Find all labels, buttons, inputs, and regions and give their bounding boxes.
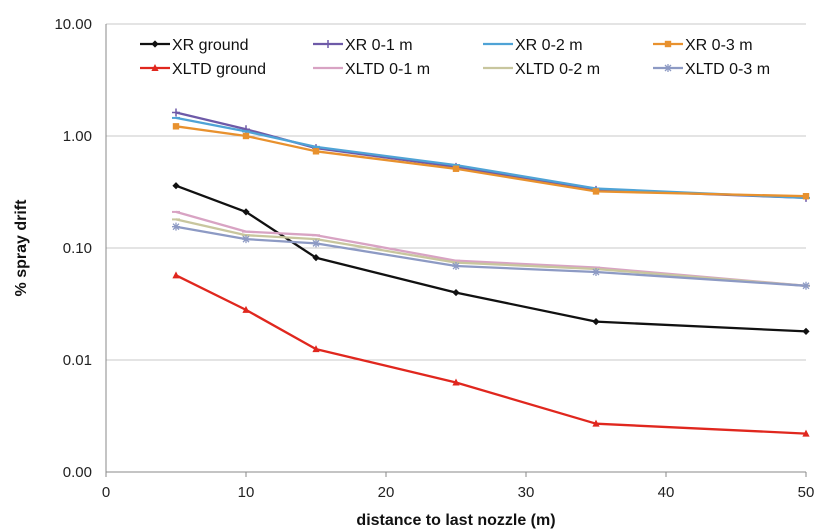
data-point [592,318,600,326]
series-line [175,125,807,198]
data-point [802,327,810,336]
x-tick-label: 10 [238,484,255,501]
y-tick-label: 10.00 [54,16,92,33]
data-point [172,108,180,117]
x-tick-label: 20 [378,484,395,501]
data-point [172,123,180,130]
data-point [172,222,180,231]
data-point [312,254,320,262]
data-point [242,208,250,216]
series-xr-0-2-m [172,116,810,200]
legend-item: XR 0-3 m [653,37,753,54]
series-xltd-0-2-m [172,218,810,287]
data-point [452,262,460,271]
series-line [175,225,807,287]
data-point [172,271,180,279]
series-xr-0-3-m [172,123,810,200]
series-line [175,210,807,287]
data-point [452,288,460,297]
data-point [312,345,320,353]
series-line [175,218,807,287]
legend-item: XLTD ground [140,61,266,78]
legend-label: XLTD 0-2 m [515,61,600,78]
data-point [452,378,460,386]
data-point [312,239,320,248]
series-xltd-0-3-m [172,222,810,290]
series-line [175,116,807,200]
legend-swatch-marker [324,40,332,48]
y-tick-label: 0.00 [63,464,92,481]
data-point [452,165,460,172]
x-tick-label: 0 [102,484,110,501]
y-tick-label: 1.00 [63,128,92,145]
data-point [242,305,250,313]
data-point [172,182,180,190]
series-xr-0-1-m [172,108,810,202]
legend-label: XR ground [172,37,249,54]
series-xr-ground [172,182,810,336]
plot-area: 0.00 0.01 0.10 1.00 10.00 0 10 20 30 40 50 XR groun… [54,16,814,501]
x-tick-label: 30 [518,484,535,501]
x-axis-title: distance to last nozzle (m) [356,512,555,529]
series-line [175,274,807,435]
series-line [175,184,807,333]
series-xltd-ground [172,271,810,437]
data-point [242,132,250,140]
legend-item: XLTD 0-1 m [313,61,430,78]
data-point [592,268,600,277]
data-point [802,429,810,437]
legend-item: XR ground [140,37,249,54]
series-line [175,111,807,200]
y-tick-label: 0.10 [63,240,92,257]
data-point [592,419,600,427]
series-xltd-0-1-m [172,210,810,287]
y-axis-title: % spray drift [13,199,30,297]
legend-label: XLTD ground [172,61,266,78]
legend-label: XR 0-1 m [345,37,413,54]
legend-label: XR 0-2 m [515,37,583,54]
data-point [312,148,320,155]
legend-label: XLTD 0-1 m [345,61,430,78]
legend-item: XLTD 0-3 m [653,61,770,78]
legend-item: XR 0-2 m [483,37,583,54]
data-point [802,281,810,290]
legend-item: XLTD 0-2 m [483,61,600,78]
legend-swatch-marker [151,40,159,48]
legend-label: XR 0-3 m [685,37,753,54]
data-point [802,193,810,200]
legend-swatch-marker [664,64,672,72]
x-tick-label: 40 [658,484,675,501]
legend-swatch-marker [151,64,159,71]
legend-label: XLTD 0-3 m [685,61,770,78]
data-point [242,235,250,244]
data-point [592,188,600,195]
legend-item: XR 0-1 m [313,37,413,54]
y-tick-label: 0.01 [63,352,92,369]
legend-swatch-marker [664,40,672,48]
x-tick-label: 50 [798,484,815,501]
legend: XR ground XR 0-1 m XR 0-2 m XR 0-3 m XLTD gr… [140,37,770,78]
